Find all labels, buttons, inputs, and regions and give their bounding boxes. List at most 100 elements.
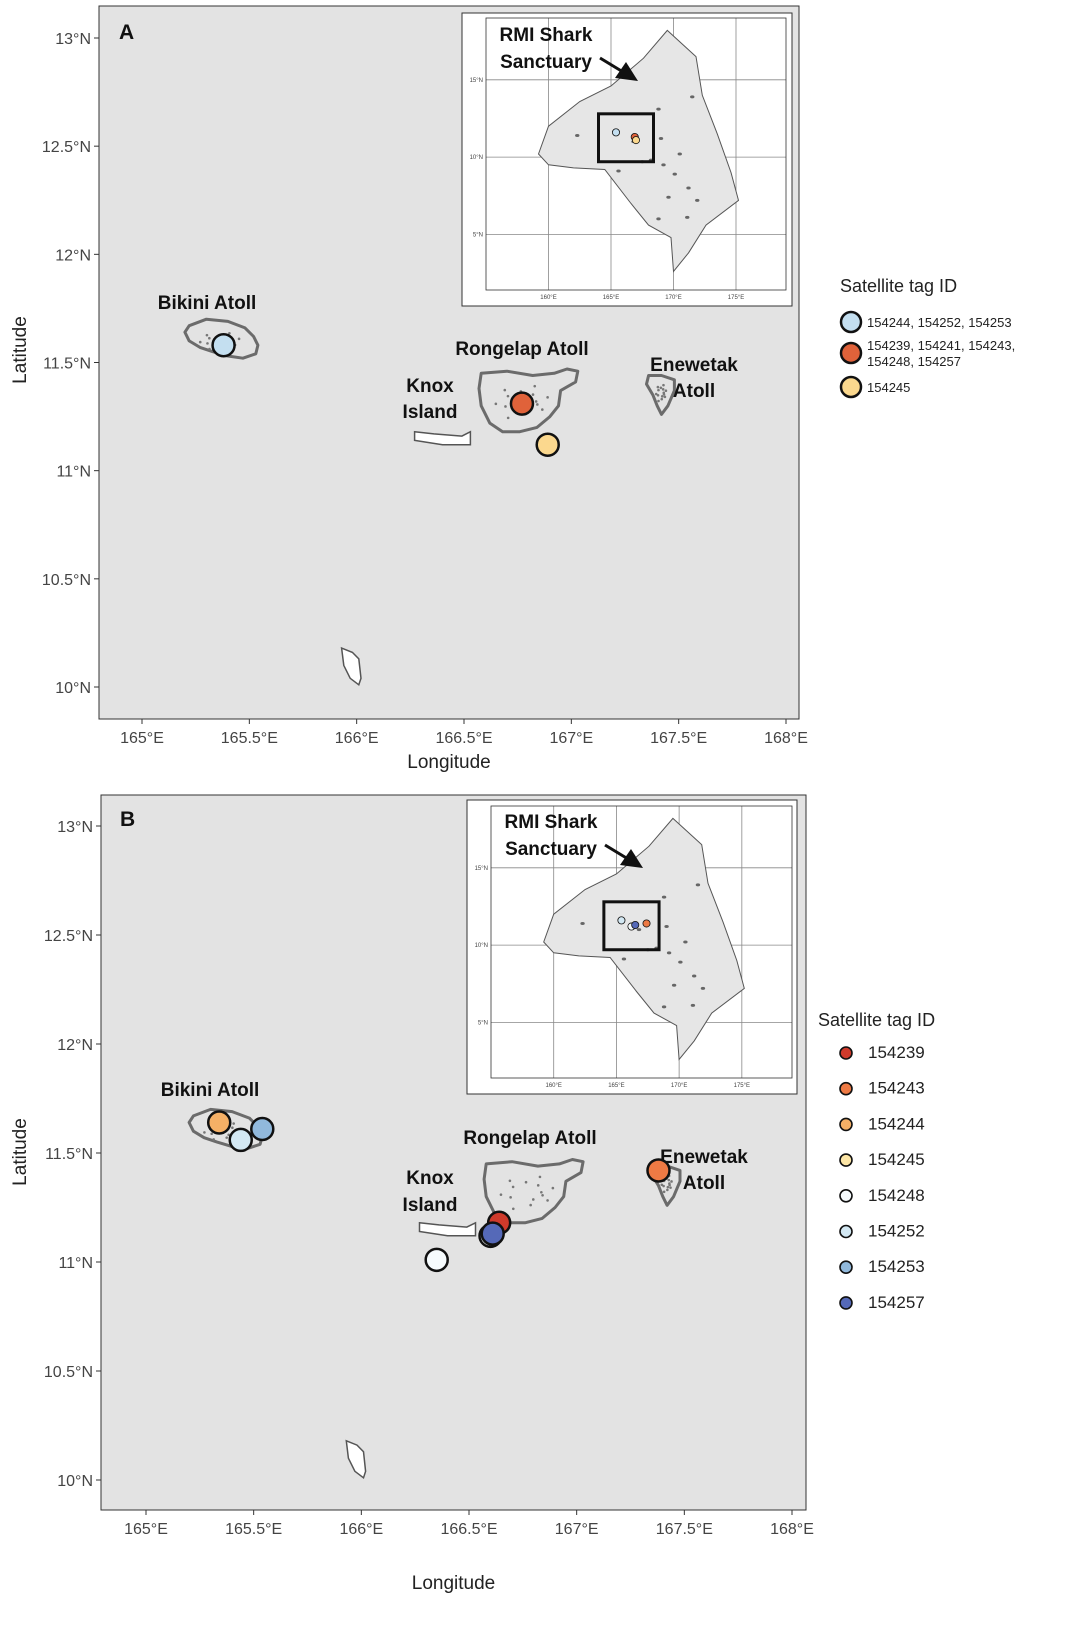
inset-island — [661, 1005, 667, 1009]
lagoon-dot — [231, 1126, 234, 1130]
lagoon-dot — [531, 393, 535, 396]
legend-label: 154244, 154252, 154253 — [867, 315, 1012, 330]
tag-location-point — [535, 432, 560, 457]
place-label-knox1: Knox — [406, 376, 454, 397]
inset-island — [621, 957, 627, 961]
lagoon-dot — [536, 1184, 540, 1187]
inset-island — [656, 107, 661, 111]
lagoon-dot — [666, 1185, 670, 1189]
inset-x-tick-label: 170°E — [665, 295, 681, 301]
inset-map: 160°E 165°E 170°E 175°E 15°N 10°N 5°N RMI Shark… — [466, 799, 798, 1095]
lagoon-dot — [546, 396, 549, 399]
legend-swatch — [839, 1224, 853, 1239]
panel-letter: B — [120, 808, 135, 831]
inset-island — [671, 983, 677, 987]
lagoon-dot — [225, 1136, 229, 1139]
tag-location-point — [424, 1247, 449, 1273]
lagoon-dot — [538, 1175, 542, 1179]
place-label-enewetak2: Atoll — [673, 381, 715, 402]
inset-island — [664, 925, 669, 929]
place-label-enewetak1: Enewetak — [660, 1147, 748, 1168]
y-tick-label: 12°N — [55, 247, 91, 264]
y-tick-label: 13°N — [57, 819, 93, 836]
place-label-knox1: Knox — [406, 1168, 454, 1189]
x-tick-label: 166°E — [335, 730, 379, 747]
lagoon-dot — [228, 331, 231, 335]
inset-y-tick-label: 10°N — [470, 155, 483, 161]
lagoon-dot — [541, 1193, 544, 1197]
legend-swatch — [839, 375, 863, 399]
legend-label: 154245 — [868, 1150, 925, 1169]
lagoon-dot — [670, 1180, 673, 1183]
y-tick-label: 11°N — [58, 1255, 93, 1272]
inset-x-tick-label: 160°E — [545, 1083, 561, 1089]
inset-map: 160°E 165°E 170°E 175°E 15°N 10°N 5°N RMI Shark… — [461, 12, 793, 307]
tag-location-point — [250, 1116, 275, 1142]
legend-label: 154239, 154241, 154243, — [867, 338, 1015, 353]
lagoon-dot — [227, 1133, 230, 1137]
lagoon-dot — [210, 1132, 213, 1136]
inset-island — [666, 195, 671, 199]
tag-location-point — [480, 1221, 505, 1246]
lagoon-dot — [524, 1180, 528, 1184]
legend-panel-b: Satellite tag ID 154239 154243 154244 154245… — [818, 1010, 935, 1312]
x-tick-label: 167.5°E — [656, 1521, 713, 1538]
lagoon-dot — [232, 1122, 235, 1125]
bikini-atoll-shape — [187, 1107, 264, 1151]
inset-tag-point — [612, 128, 621, 137]
x-tick-label: 167°E — [555, 1521, 599, 1538]
lagoon-dot — [511, 1185, 515, 1189]
y-axis-label: Latitude — [10, 1118, 31, 1186]
y-tick-label: 10.5°N — [42, 572, 91, 589]
lagoon-dot — [212, 1138, 215, 1141]
legend-label: 154257 — [868, 1293, 925, 1312]
inset-island — [683, 940, 688, 944]
lagoon-dot — [198, 340, 202, 344]
inset-title-line1: RMI Shark — [505, 812, 598, 833]
x-tick-label: 168°E — [770, 1521, 814, 1538]
inset-island — [656, 217, 661, 221]
tag-location-point — [206, 1110, 232, 1135]
inset-x-tick-label: 175°E — [728, 295, 744, 301]
rongelap-atoll-shape — [477, 367, 580, 434]
x-tick-label: 165.5°E — [221, 730, 278, 747]
y-tick-label: 11.5°N — [43, 356, 91, 373]
y-tick-label: 10.5°N — [44, 1364, 93, 1381]
inset-y-tick-label: 10°N — [475, 943, 488, 949]
bikini-atoll-shape — [183, 317, 260, 360]
inset-island — [677, 152, 682, 156]
study-area-box — [597, 112, 655, 164]
lagoon-dot — [656, 385, 660, 389]
legend-label: 154239 — [868, 1043, 925, 1062]
legend-panel-a: Satellite tag ID 154244, 154252, 154253 15… — [839, 276, 1015, 399]
inset-y-tick-label: 5°N — [473, 232, 483, 238]
inset-island — [661, 163, 666, 167]
legend-swatch — [839, 1081, 853, 1096]
lagoon-dot — [664, 389, 668, 393]
x-tick-label: 167°E — [549, 730, 593, 747]
lagoon-dot — [551, 1186, 555, 1190]
inset-frame — [485, 17, 787, 291]
lagoon-dot — [660, 395, 664, 398]
y-tick-label: 12°N — [57, 1037, 93, 1054]
x-tick-label: 165°E — [120, 730, 164, 747]
enewetak-atoll-shape — [645, 374, 676, 416]
x-tick-label: 165°E — [124, 1521, 168, 1538]
inset-island — [690, 1003, 696, 1007]
lagoon-dot — [208, 347, 211, 351]
place-label-rongelap: Rongelap Atoll — [463, 1128, 596, 1149]
lagoon-dot — [206, 342, 209, 345]
legend-swatch — [839, 1153, 853, 1167]
tag-location-point — [211, 332, 236, 358]
inset-tag-point — [617, 916, 626, 925]
legend-swatch — [839, 1296, 853, 1310]
lagoon-dot — [506, 394, 510, 398]
inset-title-line2: Sanctuary — [500, 52, 592, 73]
inset-x-tick-label: 175°E — [734, 1083, 750, 1089]
legend-label: 154253 — [868, 1257, 925, 1276]
lagoon-dot — [208, 336, 211, 340]
y-tick-label: 13°N — [55, 31, 91, 48]
lagoon-dot — [203, 1131, 206, 1134]
lagoon-dot — [662, 383, 665, 387]
